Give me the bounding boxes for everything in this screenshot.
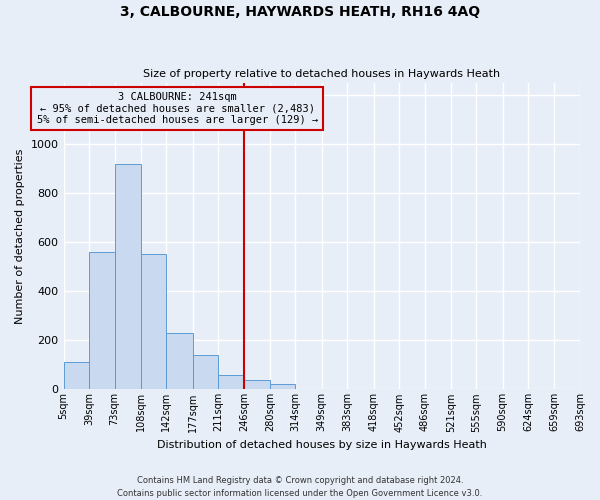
- Bar: [141, 254, 166, 390]
- Text: Contains HM Land Registry data © Crown copyright and database right 2024.
Contai: Contains HM Land Registry data © Crown c…: [118, 476, 482, 498]
- Bar: [270, 384, 295, 390]
- Text: 3 CALBOURNE: 241sqm
← 95% of detached houses are smaller (2,483)
5% of semi-deta: 3 CALBOURNE: 241sqm ← 95% of detached ho…: [37, 92, 318, 125]
- Text: 3, CALBOURNE, HAYWARDS HEATH, RH16 4AQ: 3, CALBOURNE, HAYWARDS HEATH, RH16 4AQ: [120, 5, 480, 19]
- Bar: [89, 252, 115, 390]
- Title: Size of property relative to detached houses in Haywards Heath: Size of property relative to detached ho…: [143, 69, 500, 79]
- Bar: [193, 355, 218, 390]
- Bar: [64, 362, 89, 390]
- Y-axis label: Number of detached properties: Number of detached properties: [15, 148, 25, 324]
- X-axis label: Distribution of detached houses by size in Haywards Heath: Distribution of detached houses by size …: [157, 440, 487, 450]
- Bar: [115, 164, 141, 390]
- Bar: [244, 380, 270, 390]
- Bar: [166, 333, 193, 390]
- Bar: [218, 374, 244, 390]
